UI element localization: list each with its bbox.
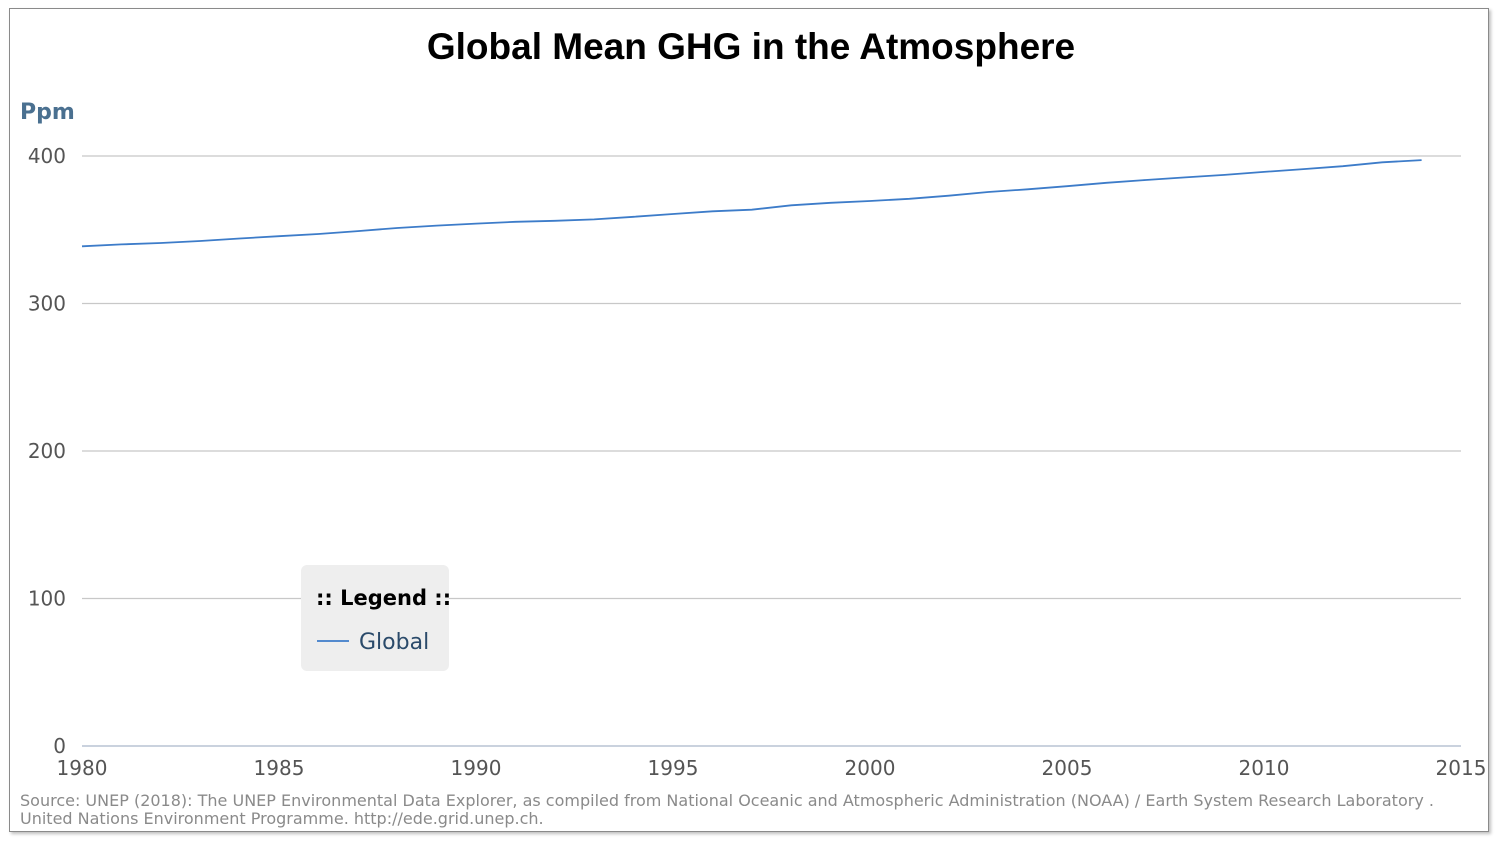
line-chart: Global Mean GHG in the Atmosphere Ppm 01… [20, 26, 1487, 828]
legend-item-global[interactable]: Global [359, 630, 429, 655]
chart-title: Global Mean GHG in the Atmosphere [427, 26, 1075, 67]
y-tick-label: 100 [28, 587, 66, 611]
series-line-global [81, 159, 1422, 248]
y-axis-ticks: 0 100 200 300 400 [28, 144, 66, 758]
x-tick-label: 2010 [1239, 756, 1290, 780]
y-tick-label: 200 [28, 439, 66, 463]
x-tick-label: 2005 [1042, 756, 1093, 780]
series-group [81, 159, 1422, 248]
x-tick-label: 1995 [648, 756, 699, 780]
x-tick-label: 1985 [254, 756, 305, 780]
x-tick-label: 1980 [57, 756, 108, 780]
source-note: Source: UNEP (2018): The UNEP Environmen… [20, 791, 1434, 828]
y-tick-label: 0 [53, 734, 66, 758]
y-tick-label: 300 [28, 292, 66, 316]
legend-title: :: Legend :: [316, 586, 451, 610]
x-tick-label: 2015 [1436, 756, 1487, 780]
x-tick-label: 1990 [451, 756, 502, 780]
gridlines [82, 155, 1461, 747]
legend-background [301, 565, 449, 671]
legend: :: Legend :: Global [301, 565, 451, 671]
x-tick-label: 2000 [845, 756, 896, 780]
x-axis-ticks: 1980 1985 1990 1995 2000 2005 2010 2015 [57, 756, 1487, 780]
y-tick-label: 400 [28, 144, 66, 168]
y-axis-label: Ppm [20, 100, 75, 125]
